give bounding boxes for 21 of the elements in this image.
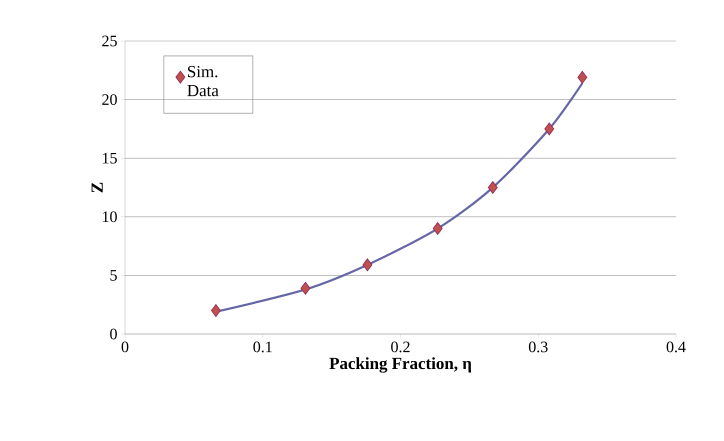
y-tick-label: 0 [110, 328, 117, 340]
y-tick-label: 15 [102, 152, 117, 164]
x-axis-title: Packing Fraction, η [329, 357, 472, 373]
point [432, 222, 443, 235]
y-tick-label: 25 [102, 36, 117, 46]
point [488, 181, 498, 194]
point [577, 70, 588, 84]
y-tick-label: 20 [102, 94, 117, 105]
x-tick-label: 0 [122, 342, 128, 352]
point [362, 258, 372, 272]
y-axis-title: Z [92, 182, 103, 192]
legend-label: Sim. Data [187, 66, 219, 96]
point [300, 282, 310, 295]
point [211, 304, 221, 317]
y-tick-label: 5 [110, 270, 117, 281]
x-tick-label: 0.2 [391, 342, 410, 352]
x-tick-label: 0.3 [528, 342, 548, 352]
x-tick-label: 0.1 [253, 342, 272, 352]
y-tick-label: 10 [102, 211, 117, 222]
point [544, 122, 554, 136]
x-tick-label: 0.4 [666, 342, 686, 352]
